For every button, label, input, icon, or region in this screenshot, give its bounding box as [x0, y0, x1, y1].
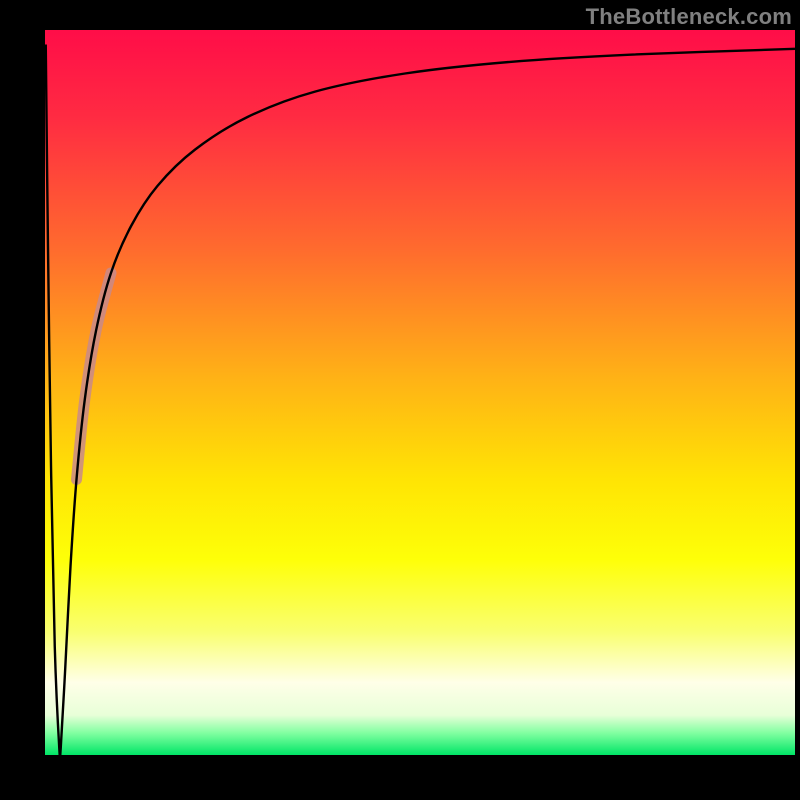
chart-frame: TheBottleneck.com [0, 0, 800, 800]
bottleneck-curve [45, 30, 795, 755]
curve-main [46, 45, 795, 760]
attribution-text: TheBottleneck.com [586, 4, 792, 30]
plot-area [45, 30, 795, 755]
curve-highlight [77, 273, 112, 480]
